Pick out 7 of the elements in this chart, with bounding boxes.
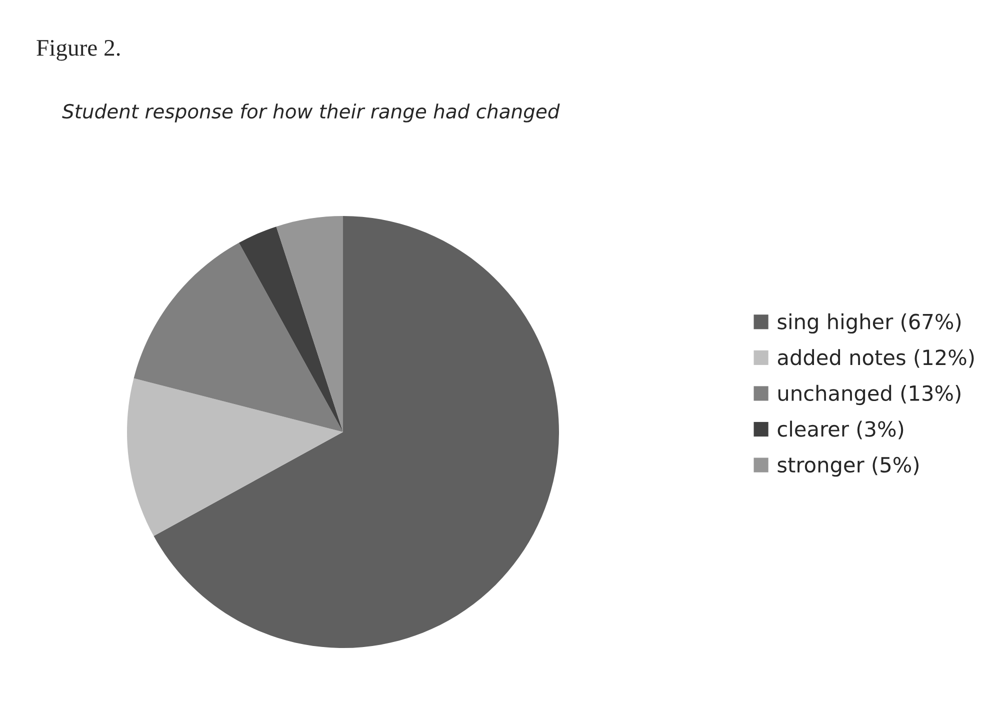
chart-subtitle: Student response for how their range had changed [62, 104, 560, 122]
legend-label: stronger (5%) [778, 456, 918, 477]
legend-label: added notes (12%) [778, 349, 974, 368]
chart-title: Figure 2. [36, 40, 120, 61]
legend-label: clearer (3%) [778, 420, 904, 440]
legend-label: unchanged (13%) [778, 384, 960, 406]
legend-label: sing higher (67%) [778, 313, 961, 334]
